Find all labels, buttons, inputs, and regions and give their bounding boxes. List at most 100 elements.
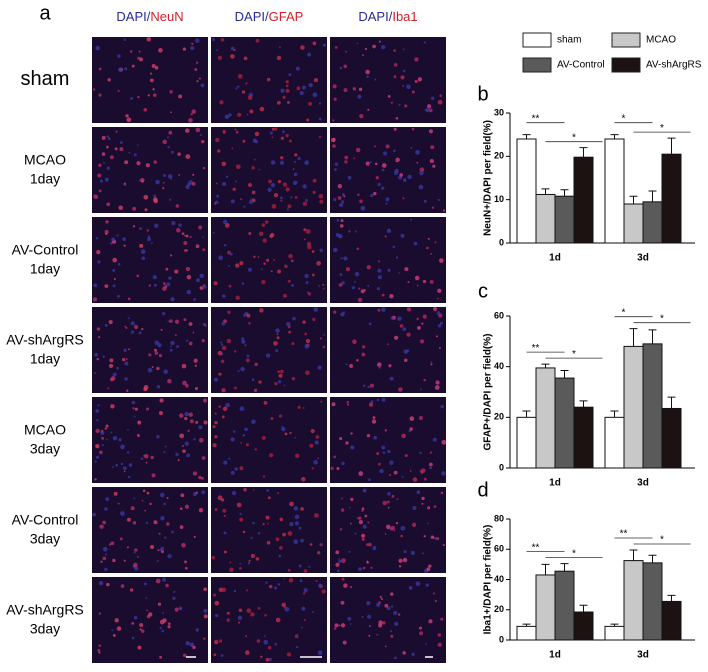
bar xyxy=(573,156,594,244)
cell-signal xyxy=(419,631,424,636)
cell-signal xyxy=(439,321,443,325)
bar xyxy=(623,345,644,469)
cell-signal xyxy=(382,621,386,625)
cell-signal xyxy=(362,566,366,570)
cell-signal xyxy=(250,612,255,617)
cell-signal xyxy=(257,256,260,258)
cell-signal xyxy=(167,625,171,629)
cell-signal xyxy=(158,354,163,358)
cell-signal xyxy=(434,241,437,244)
cell-signal xyxy=(146,229,149,232)
cell-signal xyxy=(348,230,351,233)
cell-signal xyxy=(355,147,361,153)
cell-signal xyxy=(339,437,343,441)
error-bar xyxy=(541,563,550,575)
cell-signal xyxy=(285,80,289,84)
cell-signal xyxy=(295,645,299,649)
cell-signal xyxy=(380,597,383,601)
cell-signal xyxy=(178,413,184,418)
cell-signal xyxy=(140,177,145,183)
cell-signal xyxy=(98,93,102,97)
cell-signal xyxy=(233,589,237,593)
cell-signal xyxy=(127,429,129,431)
cell-signal xyxy=(351,285,356,290)
cell-signal xyxy=(377,308,381,312)
cell-signal xyxy=(131,64,135,68)
cell-signal xyxy=(239,261,244,266)
cell-signal xyxy=(433,307,438,311)
cell-signal xyxy=(130,321,135,326)
y-tick-label: 10 xyxy=(494,194,504,204)
cell-signal xyxy=(183,241,188,246)
cell-signal xyxy=(124,325,127,328)
legend-label: MCAO xyxy=(646,35,676,46)
cell-signal xyxy=(235,263,240,268)
bar xyxy=(604,416,625,469)
cell-signal xyxy=(435,380,440,385)
cell-signal xyxy=(139,628,142,631)
cell-signal xyxy=(423,535,426,538)
cell-signal xyxy=(350,522,352,525)
cell-signal xyxy=(110,404,115,409)
micrograph xyxy=(330,487,446,573)
cell-signal xyxy=(214,600,220,606)
cell-signal xyxy=(369,383,375,388)
cell-signal xyxy=(178,174,180,176)
cell-signal xyxy=(338,624,341,627)
cell-signal xyxy=(414,80,418,83)
cell-signal xyxy=(185,266,191,272)
cell-signal xyxy=(294,514,300,520)
cell-signal xyxy=(240,366,245,372)
cell-signal xyxy=(318,284,320,287)
cell-signal xyxy=(386,606,391,611)
cell-signal xyxy=(441,439,447,445)
cell-signal xyxy=(265,515,270,520)
cell-signal xyxy=(412,477,418,482)
cell-signal xyxy=(369,161,372,164)
cell-signal xyxy=(181,232,185,235)
cell-signal xyxy=(117,502,120,505)
cell-signal xyxy=(261,223,266,227)
cell-signal xyxy=(212,425,216,429)
x-tick-label: 3d xyxy=(637,478,649,489)
cell-signal xyxy=(286,208,289,211)
cell-signal xyxy=(289,501,294,507)
cell-signal xyxy=(337,569,340,573)
cell-signal xyxy=(305,370,310,375)
text-part: Iba1 xyxy=(392,9,417,24)
cell-signal xyxy=(378,40,381,43)
cell-signal xyxy=(406,349,410,353)
cell-signal xyxy=(173,590,176,593)
cell-signal xyxy=(430,535,435,539)
cell-signal xyxy=(118,67,123,72)
cell-signal xyxy=(163,451,166,454)
cell-signal xyxy=(293,506,299,511)
cell-signal xyxy=(317,365,322,370)
cell-signal xyxy=(282,578,285,580)
cell-signal xyxy=(267,522,269,525)
cell-signal xyxy=(362,524,367,529)
cell-signal xyxy=(374,162,378,166)
cell-signal xyxy=(396,498,399,500)
cell-signal xyxy=(333,310,337,314)
cell-signal xyxy=(212,443,217,448)
cell-signal xyxy=(334,623,339,628)
cell-signal xyxy=(131,636,135,640)
bar xyxy=(573,406,594,469)
cell-signal xyxy=(350,497,354,501)
column-header: DAPI/GFAP xyxy=(235,9,304,24)
cell-signal xyxy=(291,284,295,288)
cell-signal xyxy=(270,417,274,420)
cell-signal xyxy=(175,452,179,457)
text-part: GFAP xyxy=(269,9,304,24)
cell-signal xyxy=(123,470,126,473)
cell-signal xyxy=(270,160,276,165)
cell-signal xyxy=(168,622,171,625)
bar xyxy=(604,138,625,244)
cell-signal xyxy=(99,450,103,455)
cell-signal xyxy=(308,101,312,106)
cell-signal xyxy=(285,88,290,93)
cell-signal xyxy=(394,621,399,626)
cell-signal xyxy=(133,551,136,554)
cell-signal xyxy=(175,204,180,208)
